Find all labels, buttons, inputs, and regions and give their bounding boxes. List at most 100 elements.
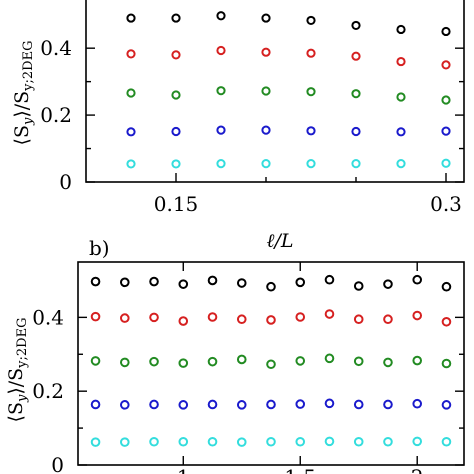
data-point: [126, 49, 136, 59]
x-tick-label: 0.3: [430, 192, 462, 216]
data-point: [149, 312, 159, 323]
y-tick-label: 0.4: [40, 36, 72, 60]
data-point: [236, 278, 247, 288]
data-point: [306, 15, 316, 26]
data-point: [178, 316, 189, 326]
data-point: [412, 398, 423, 409]
data-point: [126, 88, 136, 98]
x-tick-label: 1: [177, 465, 190, 474]
data-point: [383, 279, 393, 289]
data-point: [383, 399, 393, 410]
data-point: [216, 159, 226, 169]
data-point: [216, 125, 226, 135]
data-point: [266, 281, 276, 292]
data-point: [261, 47, 271, 57]
data-point: [216, 45, 226, 56]
data-point: [178, 279, 189, 289]
x-tick-labels-bottom: 11.52: [177, 465, 424, 474]
data-point: [441, 316, 452, 327]
data-point: [149, 436, 159, 447]
data-point: [441, 60, 451, 70]
data-point: [306, 48, 316, 58]
data-point: [351, 89, 361, 99]
data-point: [441, 281, 452, 292]
data-point: [353, 436, 364, 447]
data-point: [324, 436, 335, 447]
data-point: [216, 11, 226, 21]
data-point: [126, 159, 136, 169]
data-point: [324, 398, 335, 409]
data-point: [171, 13, 181, 23]
data-point: [441, 95, 451, 105]
x-tick-label: 2: [411, 465, 424, 474]
data-point: [412, 310, 423, 321]
data-point: [351, 51, 361, 61]
data-point: [207, 399, 218, 410]
data-points-top: [126, 11, 451, 169]
data-points-bottom: [90, 274, 452, 447]
data-point: [236, 314, 247, 325]
data-point: [261, 125, 271, 135]
data-point: [178, 400, 189, 410]
data-point: [441, 126, 451, 136]
data-point: [149, 399, 159, 410]
data-point: [295, 312, 306, 322]
data-point: [351, 126, 361, 137]
data-point: [396, 127, 406, 137]
data-point: [90, 276, 101, 287]
data-point: [236, 354, 247, 365]
data-point: [149, 356, 159, 367]
data-point: [306, 87, 316, 97]
data-point: [119, 357, 130, 368]
data-point: [119, 313, 130, 323]
data-point: [324, 309, 335, 319]
data-point: [216, 86, 226, 96]
x-axis-title-top: ℓ/L: [267, 230, 294, 252]
plot-frame-bottom: [77, 261, 465, 466]
data-point: [353, 314, 364, 325]
data-point: [126, 127, 136, 137]
data-point: [266, 399, 276, 410]
data-point: [207, 356, 218, 367]
data-point: [119, 400, 130, 410]
x-tick-label: 1.5: [284, 465, 316, 474]
data-point: [353, 356, 364, 367]
panel-top: 0.15 0.3 0 0.2 0.4 ℓ/L ⟨Sy⟩/Sy;2DEG: [11, 0, 465, 252]
y-axis-title-bottom: ⟨Sy⟩/Sy;2DEG: [5, 318, 30, 423]
data-point: [207, 275, 218, 286]
data-point: [261, 13, 271, 23]
data-point: [261, 86, 271, 96]
x-tick-labels-top: 0.15 0.3: [154, 192, 462, 216]
data-point: [178, 436, 189, 447]
y-tick-label: 0: [51, 453, 64, 474]
data-point: [396, 24, 406, 35]
data-point: [383, 357, 393, 368]
data-point: [178, 358, 189, 368]
data-point: [412, 274, 423, 285]
data-point: [396, 56, 406, 67]
axis-ticks-top: [86, 47, 464, 183]
data-point: [295, 356, 306, 366]
data-point: [207, 312, 218, 322]
data-point: [171, 50, 181, 60]
data-point: [396, 92, 406, 102]
data-point: [266, 436, 276, 447]
data-point: [306, 126, 316, 136]
data-point: [236, 400, 247, 410]
data-point: [261, 159, 271, 169]
data-point: [236, 437, 247, 447]
panel-bottom: 11.52 00.20.4 b) ⟨Sy⟩/Sy;2DEG: [5, 236, 465, 474]
data-point: [119, 277, 130, 288]
data-point: [90, 311, 101, 322]
data-point: [383, 436, 393, 447]
y-axis-title-top: ⟨Sy⟩/Sy;2DEG: [11, 41, 36, 146]
data-point: [441, 158, 451, 168]
data-point: [90, 356, 101, 366]
data-point: [412, 436, 423, 447]
data-point: [412, 355, 423, 366]
data-point: [324, 353, 335, 364]
data-point: [295, 277, 306, 288]
y-tick-label: 0.4: [32, 305, 64, 329]
data-point: [126, 13, 136, 23]
